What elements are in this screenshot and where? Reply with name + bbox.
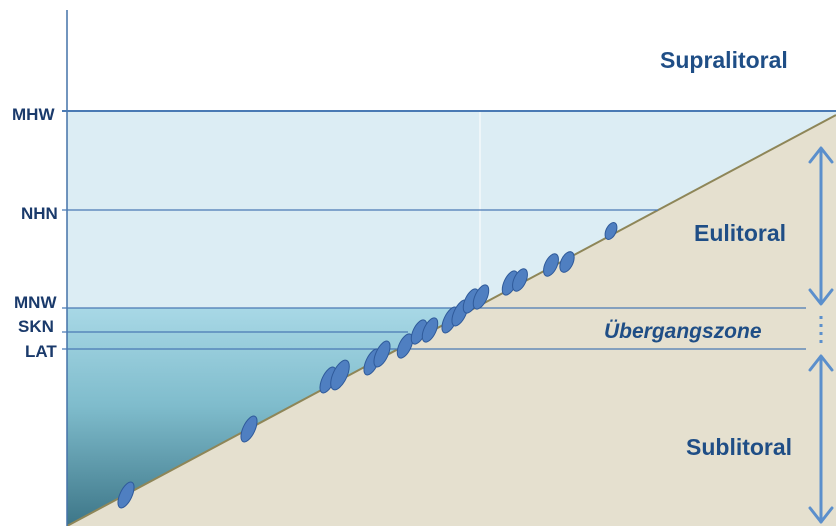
organism	[240, 415, 258, 443]
zone-supralitoral: Supralitoral	[660, 47, 788, 73]
eulitoral-range-arrow	[808, 146, 834, 306]
zone-eulitoral: Eulitoral	[694, 220, 786, 246]
label-mhw: MHW	[12, 105, 55, 124]
organism	[373, 340, 391, 368]
label-mnw: MNW	[14, 293, 57, 312]
sublitoral-range-arrow	[808, 354, 834, 524]
organism	[472, 284, 490, 310]
organisms	[117, 222, 618, 509]
organism	[117, 481, 135, 509]
organism	[559, 251, 575, 273]
organism	[396, 333, 414, 359]
label-skn: SKN	[18, 317, 54, 336]
organism	[604, 222, 618, 240]
label-lat: LAT	[25, 342, 57, 361]
organism	[421, 317, 439, 343]
organism	[543, 253, 559, 277]
zone-uebergangszone: Übergangszone	[604, 320, 762, 343]
label-nhn: NHN	[21, 204, 58, 223]
zone-sublitoral: Sublitoral	[686, 434, 792, 460]
organism	[330, 359, 350, 391]
organism	[512, 268, 528, 292]
